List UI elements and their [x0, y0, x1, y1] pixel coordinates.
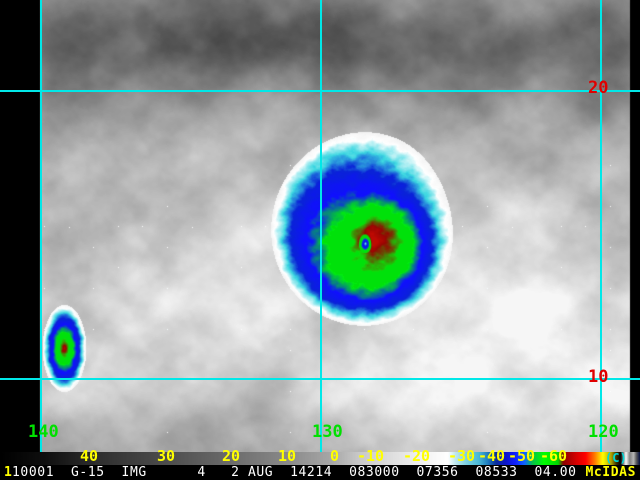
- temp-tick-neg60: -60: [540, 447, 568, 465]
- temp-tick-30: 30: [157, 447, 176, 465]
- temp-tick-neg30: -30: [448, 447, 476, 465]
- latitude-label-20: 20: [588, 78, 609, 98]
- temp-tick-10: 10: [278, 447, 297, 465]
- longitude-label-130: 130: [312, 422, 343, 442]
- status-bar: 1 10001 G-15 IMG 4 2 AUG 14214 083000 07…: [0, 465, 640, 480]
- gridline-meridian-2: [600, 0, 602, 452]
- temp-tick-neg40: -40: [478, 447, 506, 465]
- longitude-label-120: 120: [588, 422, 619, 442]
- temperature-unit-label: (C): [605, 451, 627, 465]
- gridline-parallel-0: [0, 90, 640, 92]
- gridline-meridian-0: [40, 0, 42, 452]
- temp-tick-20: 20: [222, 447, 241, 465]
- status-leading-digit: 1: [4, 465, 12, 480]
- temp-tick-neg10: -10: [357, 447, 385, 465]
- temp-tick-neg50: -50: [508, 447, 536, 465]
- temp-tick-neg20: -20: [403, 447, 431, 465]
- latitude-label-10: 10: [588, 367, 609, 387]
- temperature-colorbar[interactable]: [0, 452, 640, 465]
- gridline-meridian-1: [320, 0, 322, 452]
- temp-tick-40: 40: [80, 447, 99, 465]
- longitude-label-140: 140: [28, 422, 59, 442]
- mcidas-brand-label: McIDAS: [585, 465, 636, 480]
- temp-tick-0: 0: [330, 447, 340, 465]
- gridline-parallel-1: [0, 378, 640, 380]
- colorbar-gradient: [0, 452, 640, 465]
- status-bar-text: 10001 G-15 IMG 4 2 AUG 14214 083000 0735…: [12, 465, 577, 480]
